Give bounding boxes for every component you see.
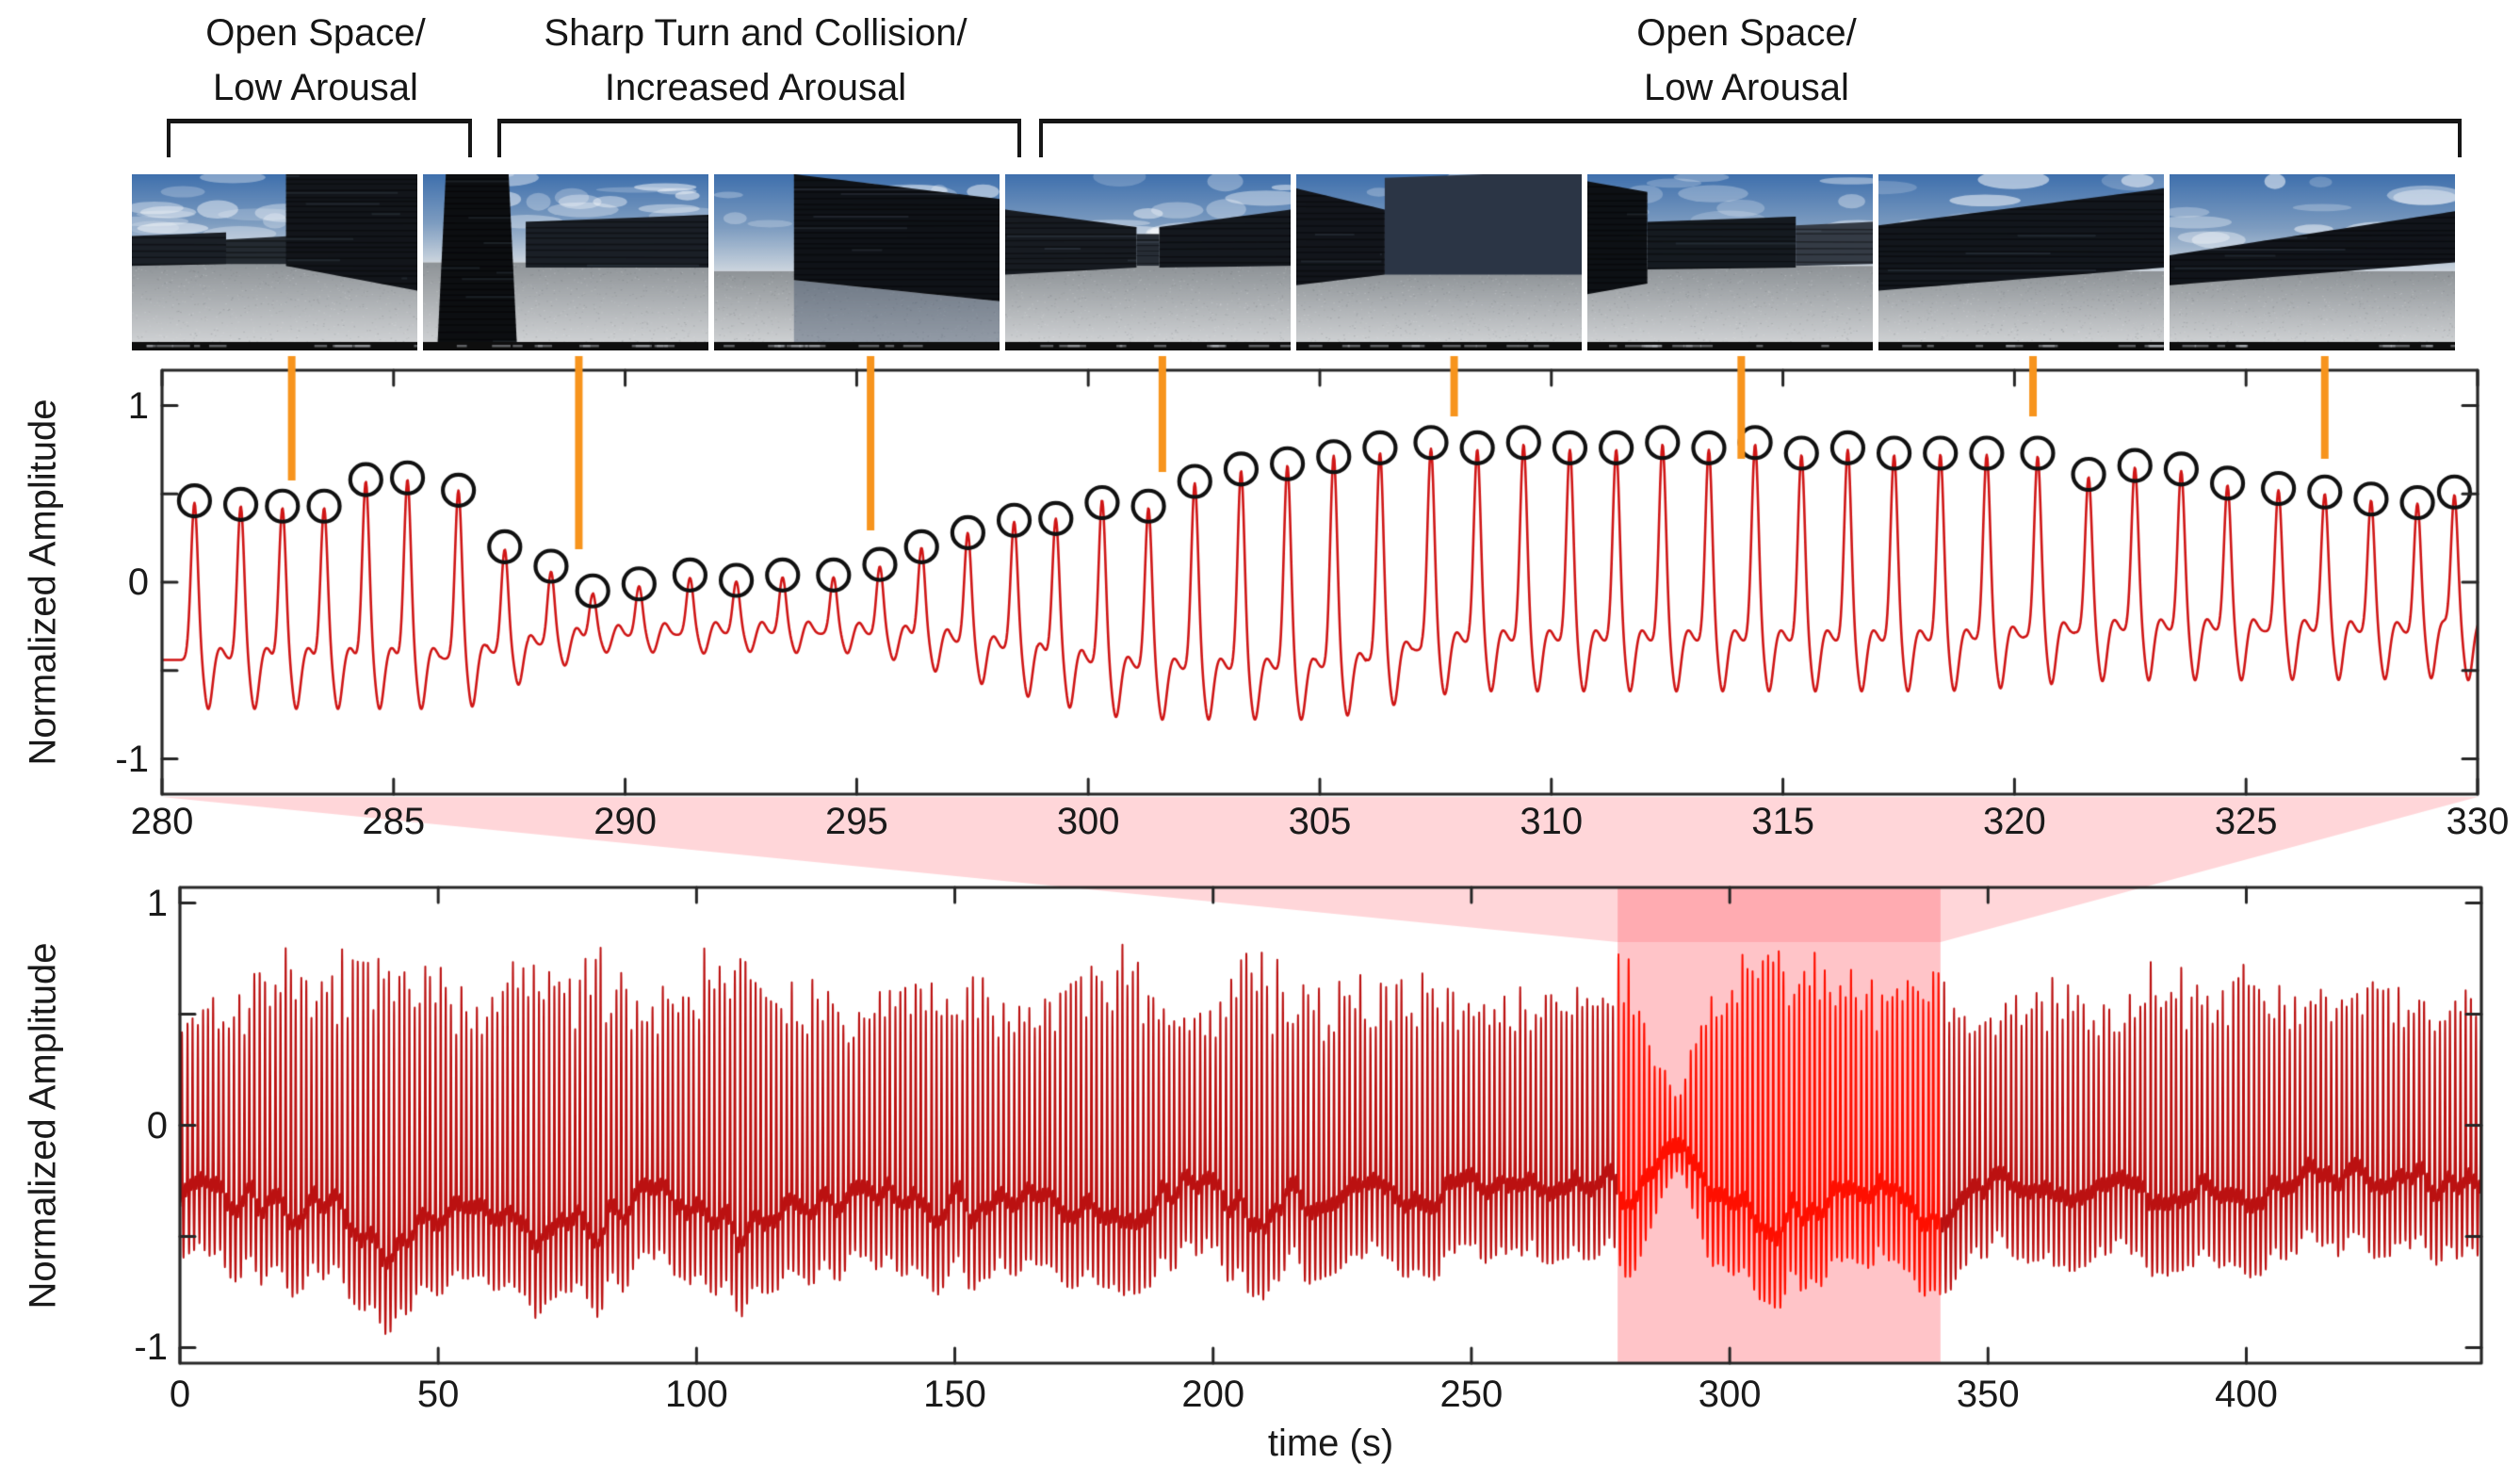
middle-x-tick-label: 325 — [2214, 801, 2278, 842]
bottom-x-tick-label: 100 — [664, 1374, 728, 1415]
middle-x-tick-label: 300 — [1056, 801, 1120, 842]
bottom-x-tick-label: 50 — [416, 1374, 460, 1415]
bottom-x-tick-label: 150 — [923, 1374, 986, 1415]
middle-x-tick-label: 305 — [1288, 801, 1352, 842]
bottom-x-axis-label: time (s) — [1267, 1423, 1394, 1464]
middle-y-tick-label: -1 — [115, 738, 149, 780]
middle-x-tick-label: 310 — [1520, 801, 1584, 842]
bottom-y-axis-label: Normalized Amplitude — [22, 941, 64, 1309]
bottom-x-tick-label: 0 — [169, 1374, 191, 1415]
middle-x-tick-label: 315 — [1751, 801, 1814, 842]
middle-y-axis-label: Normalized Amplitude — [22, 398, 64, 766]
bottom-x-tick-label: 400 — [2215, 1374, 2278, 1415]
bottom-x-tick-label: 300 — [1698, 1374, 1762, 1415]
bottom-y-tick-label: 1 — [146, 882, 168, 924]
bottom-y-tick-label: -1 — [134, 1326, 168, 1369]
middle-y-tick-label: 1 — [127, 384, 149, 427]
middle-x-tick-label: 320 — [1983, 801, 2046, 842]
middle-x-tick-label: 290 — [593, 801, 657, 842]
bottom-y-tick-label: 0 — [146, 1104, 168, 1147]
bottom-x-tick-label: 350 — [1956, 1374, 2020, 1415]
middle-x-tick-label: 280 — [130, 801, 194, 842]
middle-x-tick-label: 285 — [362, 801, 426, 842]
middle-x-tick-label: 330 — [2446, 801, 2510, 842]
middle-y-tick-label: 0 — [127, 561, 149, 603]
middle-x-tick-label: 295 — [825, 801, 888, 842]
bottom-x-tick-label: 200 — [1181, 1374, 1245, 1415]
bottom-x-tick-label: 250 — [1439, 1374, 1504, 1415]
